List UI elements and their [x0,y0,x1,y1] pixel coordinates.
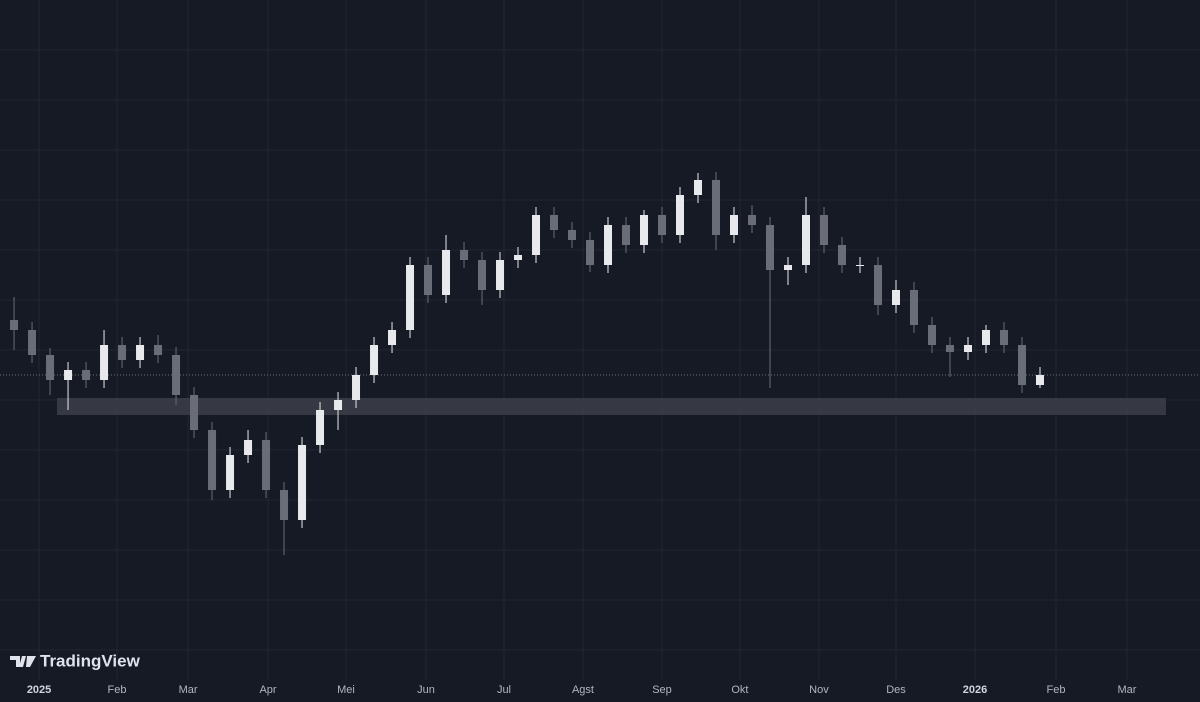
candle-body [46,355,55,380]
x-tick-label: 2026 [963,684,987,696]
candle-body [927,325,936,345]
candle-body [334,400,343,410]
x-tick-label: Sep [652,684,672,696]
candle-body [352,375,361,400]
candle-body [316,410,325,445]
candle-body [981,330,990,345]
candle-body [640,215,649,245]
candle-body [1035,375,1044,385]
candle-body [604,225,613,265]
candle-body [658,215,667,235]
x-tick-label: Mar [1117,684,1136,696]
x-tick-label: Mei [337,684,355,696]
candle-body [766,225,775,270]
candle-body [1017,345,1026,385]
time-axis: 2025 Feb Mar Apr Mei Jun Jul Agst Sep Okt Nov Des 20… [27,684,1137,696]
candle-body [891,290,900,305]
candle-body [136,345,145,360]
candle-body [801,215,810,265]
candle-body [694,180,703,195]
zone [57,398,1166,415]
candle-body [999,330,1008,345]
candle-body [172,355,181,395]
logo-mark [10,656,36,667]
candle-body [28,330,37,355]
candle-body [226,455,235,490]
candle-body [262,440,271,490]
candle-body [748,215,757,225]
candle-body [586,240,595,265]
watermark: TradingView [40,651,141,670]
candle-body [622,225,631,245]
candle-body [855,265,864,266]
x-tick-label: Des [886,684,906,696]
candle-body [676,195,685,235]
candle-body [442,250,451,295]
candle-body [837,245,846,265]
x-tick-label: Feb [108,684,127,696]
logo: TradingView [10,651,141,670]
candle-body [10,320,19,330]
candle-body [370,345,379,375]
candle-body [819,215,828,245]
candle-body [208,430,217,490]
candle-body [873,265,882,305]
candle-body [154,345,163,355]
candle-body [82,370,91,380]
candle-body [784,265,793,270]
x-tick-label: Agst [572,684,594,696]
candle-body [298,445,307,520]
candle-body [64,370,73,380]
candle-body [406,265,415,330]
candle-body [514,255,523,260]
candle-body [568,230,577,240]
candle-body [190,395,199,430]
x-tick-label: Nov [809,684,829,696]
plot [0,172,1200,555]
candle-body [909,290,918,325]
x-tick-label: Okt [731,684,748,696]
candle-body [424,265,433,295]
x-tick-label: Apr [259,684,276,696]
candle-body [280,490,289,520]
candle-body [388,330,397,345]
candle-body [478,260,487,290]
x-tick-label: Mar [179,684,198,696]
x-tick-label: Jun [417,684,435,696]
candle-body [244,440,253,455]
candle-body [730,215,739,235]
candle-body [100,345,109,380]
candle-body [550,215,559,230]
x-tick-label: Feb [1047,684,1066,696]
candle-body [712,180,721,235]
candle-body [496,260,505,290]
candle-body [460,250,469,260]
candle-body [532,215,541,255]
candle-body [118,345,127,360]
candle-body [963,345,972,352]
x-tick-label: 2025 [27,684,51,696]
x-tick-label: Jul [497,684,511,696]
candle-body [945,345,954,352]
grid [0,0,1200,680]
